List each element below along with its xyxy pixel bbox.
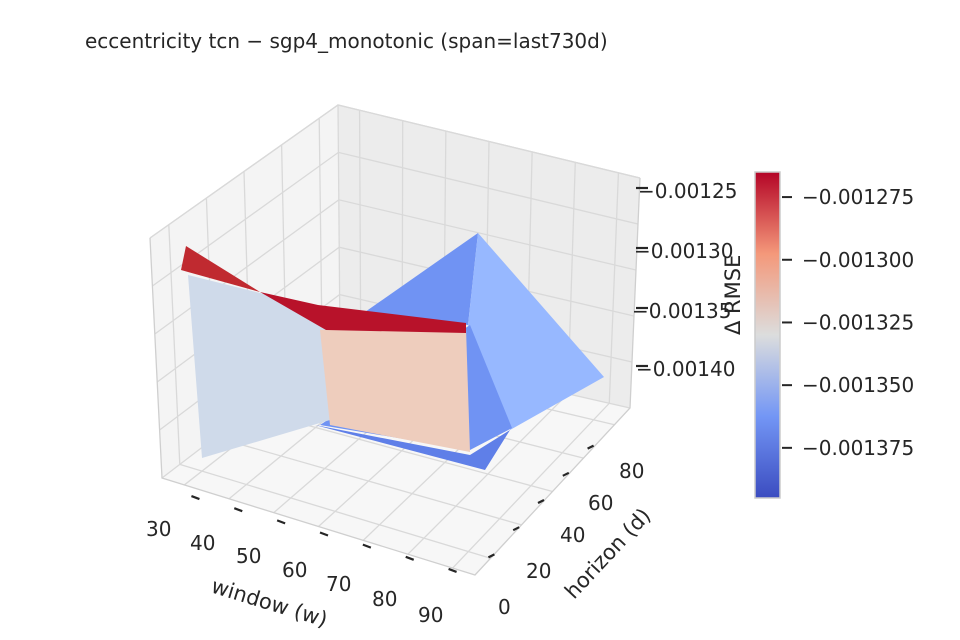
colorbar-tick-label: −0.001275 xyxy=(802,185,914,209)
y-tick-label: 80 xyxy=(619,459,644,483)
x-tick xyxy=(319,531,329,537)
colorbar-tick-label: −0.001300 xyxy=(802,248,914,272)
pane-corner-edge xyxy=(337,104,341,343)
x-tick xyxy=(233,507,243,513)
x-tick-label: 30 xyxy=(146,517,171,541)
z-tick-label: −0.00125 xyxy=(638,179,737,203)
colorbar-tick-label: −0.001350 xyxy=(802,373,914,397)
x-tick xyxy=(276,519,286,525)
y-tick xyxy=(587,444,595,450)
colorbar-tick-label: −0.001325 xyxy=(802,310,914,334)
x-tick-label: 70 xyxy=(326,572,351,596)
x-tick-label: 40 xyxy=(190,531,215,555)
y-tick xyxy=(487,553,495,559)
z-tick-label: −0.00130 xyxy=(634,239,733,263)
x-tick-label: 80 xyxy=(372,587,397,611)
x-tick xyxy=(405,555,415,561)
surface-face-right-blue xyxy=(468,233,604,430)
surface-face-bottom-dark xyxy=(315,425,510,470)
surface-face-left-blue xyxy=(365,233,478,325)
z-tick-label: −0.00140 xyxy=(636,357,735,381)
y-tick xyxy=(512,526,520,532)
chart-title: eccentricity tcn − sgp4_monotonic (span=… xyxy=(85,29,608,53)
surface-face-red-left xyxy=(181,246,260,292)
y-tick-label: 0 xyxy=(498,595,511,619)
x-tick xyxy=(448,567,457,573)
surface-face-front-peach xyxy=(320,328,470,452)
x-tick xyxy=(191,495,200,501)
y-tick xyxy=(562,471,570,477)
tick-marks xyxy=(191,186,648,573)
y-tick-label: 60 xyxy=(588,491,613,515)
x-tick-label: 50 xyxy=(236,544,261,568)
z-axis-label: Δ RMSE xyxy=(721,255,745,335)
y-tick-label: 40 xyxy=(560,523,585,547)
x-tick-labels: 30 40 50 60 70 80 90 xyxy=(146,517,443,627)
surface-face-red-top xyxy=(260,292,466,333)
x-axis-label: window (w) xyxy=(209,574,331,632)
colorbar-ticks: −0.001275 −0.001300 −0.001325 −0.001350 −0.0… xyxy=(782,185,914,460)
z-tick-label: −0.00135 xyxy=(632,299,731,323)
z-tick-labels: −0.00125 −0.00130 −0.00135 −0.00140 xyxy=(632,179,737,381)
surface-face-left-grey xyxy=(188,275,330,458)
x-tick-label: 90 xyxy=(418,603,443,627)
y-tick xyxy=(537,499,545,504)
colorbar-tick-label: −0.001375 xyxy=(802,436,914,460)
colorbar xyxy=(754,171,781,499)
x-tick xyxy=(362,543,372,549)
y-tick-labels: 0 20 40 60 80 xyxy=(498,459,644,619)
y-axis-label: horizon (d) xyxy=(560,504,655,604)
y-tick-label: 20 xyxy=(526,559,551,583)
surface xyxy=(181,233,604,470)
x-tick-label: 60 xyxy=(282,558,307,582)
pane-outer-edges xyxy=(149,177,641,576)
